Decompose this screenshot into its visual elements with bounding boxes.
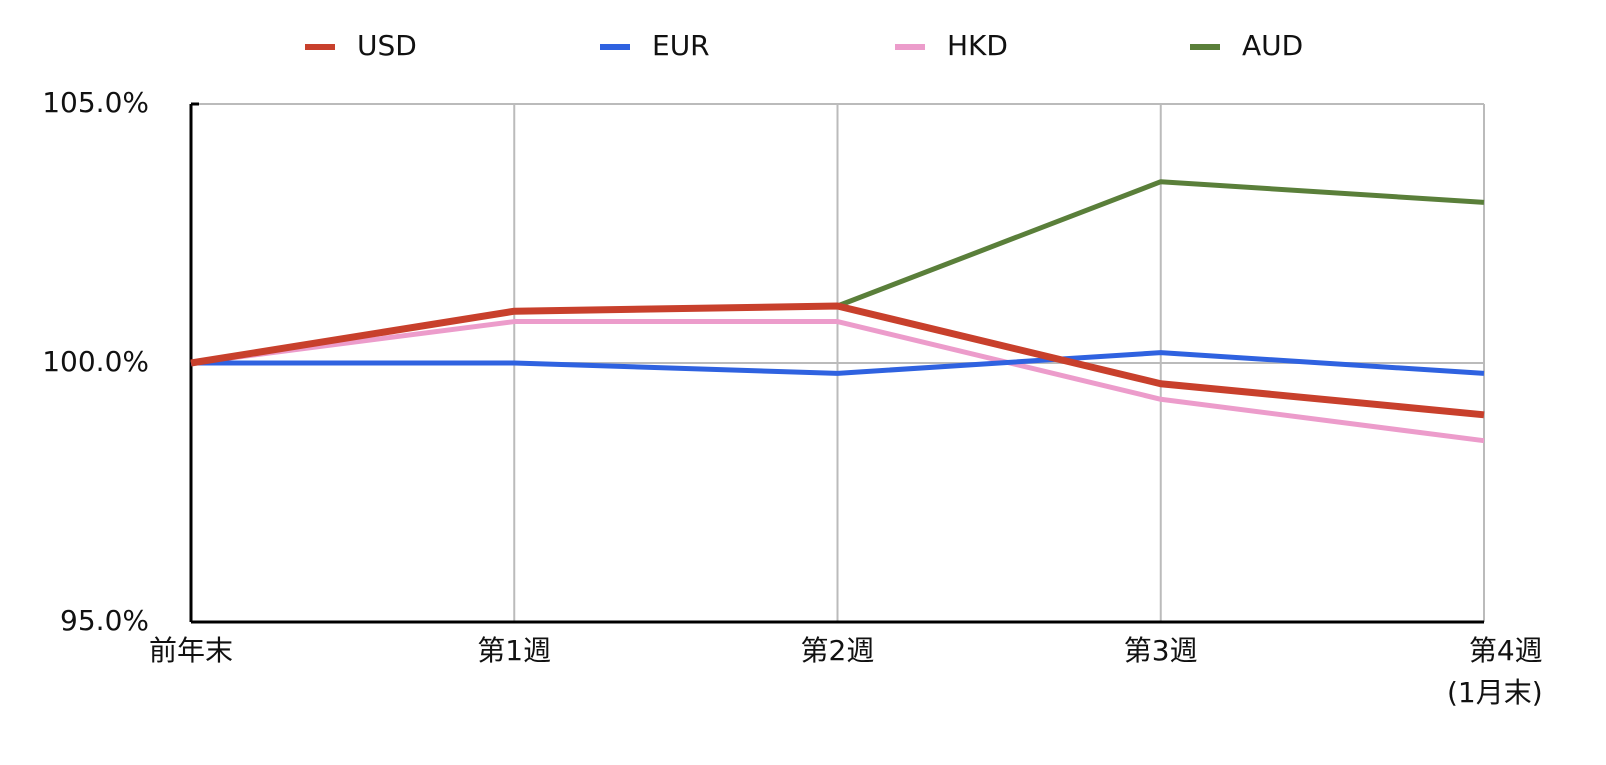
legend-label: EUR: [652, 29, 710, 62]
x-tick-label: 第4週 (1月末): [1447, 634, 1543, 709]
legend-label: AUD: [1242, 29, 1303, 62]
series-line: [190, 319, 1485, 444]
x-tick-label: 前年末: [149, 634, 234, 667]
series-line: [191, 350, 1485, 376]
x-tick-label: 第3週: [1123, 634, 1198, 667]
y-tick-label: 100.0%: [42, 345, 149, 378]
legend-label: HKD: [947, 29, 1008, 62]
y-tick-label: 105.0%: [42, 86, 149, 119]
x-tick-label: 第2週: [800, 634, 875, 667]
series-line: [190, 302, 1485, 419]
legend-label: USD: [357, 29, 417, 62]
x-tick-label: 第1週: [477, 634, 552, 667]
y-tick-label: 95.0%: [60, 604, 149, 637]
